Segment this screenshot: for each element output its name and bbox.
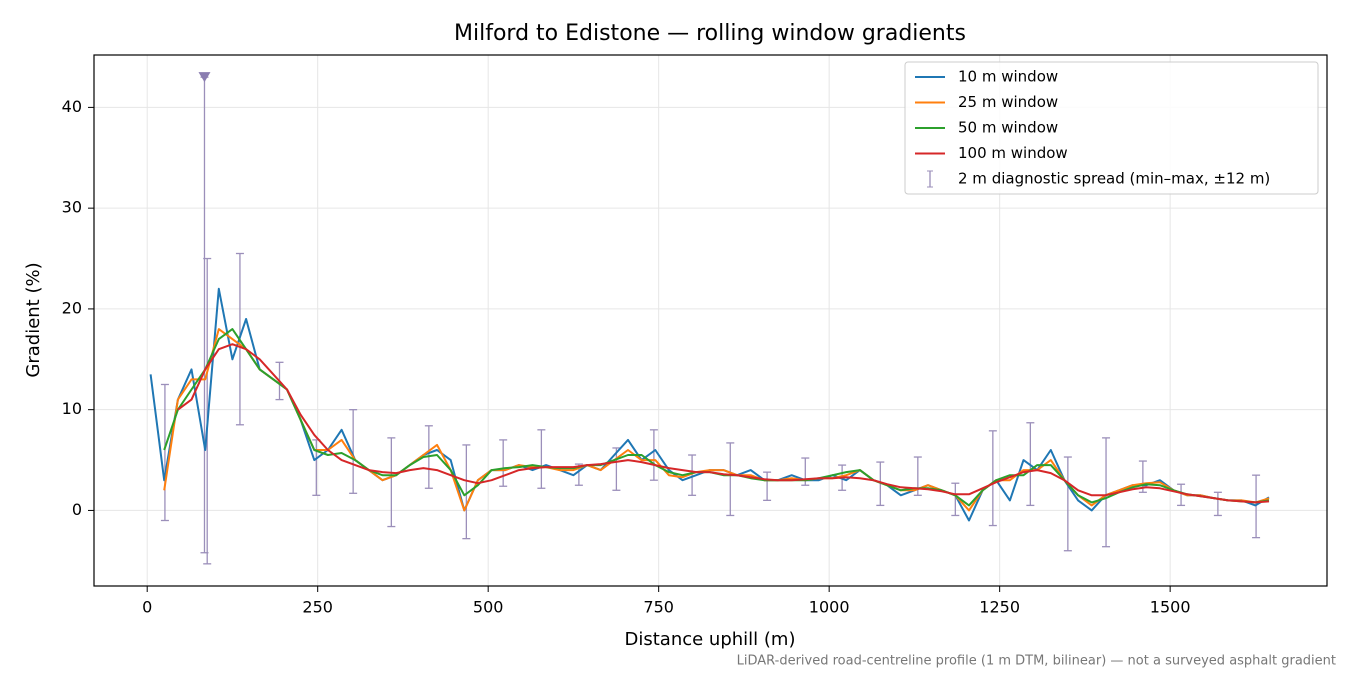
series-line	[149, 287, 1270, 522]
chart-title: Milford to Edistone — rolling window gra…	[454, 21, 966, 46]
x-tick-label: 750	[643, 598, 674, 617]
x-axis-label: Distance uphill (m)	[625, 629, 796, 650]
y-tick-label: 40	[62, 97, 82, 116]
y-tick-label: 0	[72, 500, 82, 519]
x-tick-label: 1000	[809, 598, 850, 617]
series-line	[163, 328, 1270, 507]
y-axis-label: Gradient (%)	[23, 262, 44, 377]
y-tick-label: 30	[62, 198, 82, 217]
series-line	[163, 328, 1270, 512]
plot-area	[149, 76, 1270, 565]
series-line	[177, 343, 1270, 504]
legend-label: 2 m diagnostic spread (min–max, ±12 m)	[958, 170, 1270, 188]
plot-frame	[93, 54, 1328, 587]
x-tick-label: 1500	[1150, 598, 1191, 617]
x-tick-label: 0	[142, 598, 152, 617]
legend-label: 25 m window	[958, 93, 1058, 111]
x-tick-label: 1250	[979, 598, 1020, 617]
legend-label: 10 m window	[958, 68, 1058, 86]
legend-label: 50 m window	[958, 119, 1058, 137]
spread-max-marker	[198, 72, 211, 83]
legend-box	[904, 61, 1319, 195]
legend-label: 100 m window	[958, 144, 1068, 162]
y-tick-label: 10	[62, 399, 82, 418]
y-tick-label: 20	[62, 298, 82, 317]
footnote: LiDAR-derived road-centreline profile (1…	[737, 654, 1336, 669]
x-tick-label: 250	[302, 598, 333, 617]
x-tick-label: 500	[473, 598, 504, 617]
